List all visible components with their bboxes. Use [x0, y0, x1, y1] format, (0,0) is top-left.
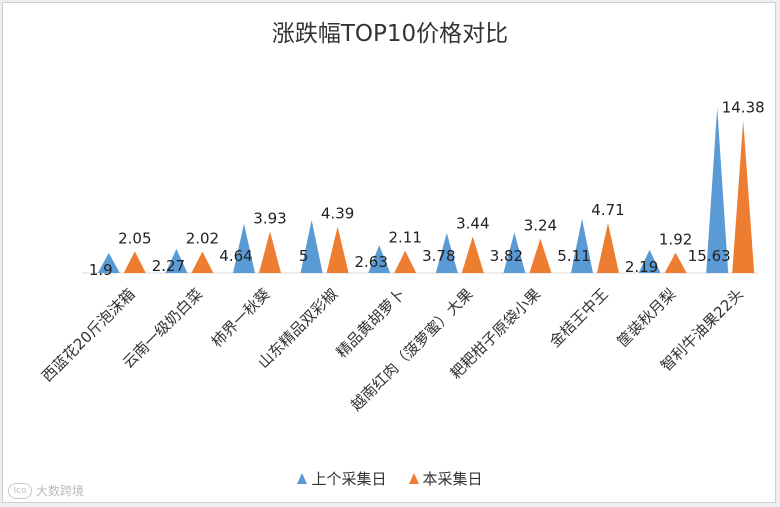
previous-price-mark: [571, 218, 593, 273]
previous-price-label: 2.19: [625, 258, 658, 276]
current-price-mark: [664, 252, 687, 273]
current-price-mark: [259, 231, 281, 273]
previous-price-label: 5.11: [557, 247, 590, 265]
current-price-label: 3.44: [456, 215, 489, 233]
current-price-label: 3.93: [253, 209, 286, 227]
current-price-mark: [326, 226, 349, 273]
category-tick-label: 越南红肉（菠萝蜜）大果: [347, 285, 476, 414]
previous-price-mark: [97, 252, 120, 273]
watermark-logo-icon: Ico: [8, 482, 32, 499]
previous-price-label: 3.82: [490, 247, 523, 265]
previous-price-label: 2.27: [152, 257, 185, 275]
category-tick-label: 西蓝花20斤泡沫箱: [38, 285, 138, 385]
current-price-label: 4.71: [591, 201, 624, 219]
previous-price-mark: [435, 232, 458, 273]
previous-price-label: 1.9: [89, 261, 113, 279]
current-price-mark: [597, 223, 619, 273]
previous-price-mark: [165, 248, 188, 273]
legend-label-current: 本采集日: [422, 470, 483, 488]
current-price-mark: [123, 251, 146, 273]
legend-item-previous[interactable]: 上个采集日: [297, 468, 387, 489]
current-price-label: 3.24: [524, 217, 557, 235]
category-tick-label: 金桔王中王: [546, 285, 612, 351]
previous-price-mark: [368, 245, 391, 273]
category-tick-label: 柿界一秋葵: [208, 285, 274, 351]
current-price-mark: [732, 120, 755, 273]
current-price-mark: [394, 250, 417, 273]
previous-price-label: 4.64: [219, 247, 252, 265]
previous-price-mark: [503, 232, 526, 273]
legend-orange-triangle-icon: [408, 473, 419, 484]
previous-price-mark: [233, 223, 255, 273]
current-price-label: 4.39: [321, 204, 354, 222]
previous-price-mark: [300, 219, 323, 273]
watermark-text: 大数跨境: [36, 484, 85, 498]
current-price-label: 2.11: [388, 229, 421, 247]
watermark: Ico 大数跨境: [8, 482, 84, 499]
previous-price-label: 5: [299, 247, 309, 265]
category-tick-label: 精品黄胡萝卜: [333, 285, 409, 361]
current-price-label: 2.02: [186, 230, 219, 248]
previous-price-label: 2.63: [354, 253, 387, 271]
previous-price-mark: [706, 107, 729, 274]
previous-price-label: 3.78: [422, 247, 455, 265]
category-tick-label: 筐装秋月梨: [614, 285, 680, 351]
legend-label-previous: 上个采集日: [311, 470, 387, 488]
current-price-label: 1.92: [659, 231, 692, 249]
previous-price-mark: [638, 249, 661, 273]
legend-item-current[interactable]: 本采集日: [408, 468, 483, 489]
legend-blue-triangle-icon: [297, 473, 308, 484]
current-price-mark: [191, 251, 214, 273]
current-price-mark: [461, 236, 484, 273]
current-price-label: 2.05: [118, 229, 151, 247]
current-price-mark: [529, 238, 552, 273]
current-price-label: 14.38: [722, 98, 765, 116]
previous-price-label: 15.63: [688, 247, 731, 265]
chart-title: 涨跌幅TOP10价格对比: [271, 21, 509, 47]
legend: 上个采集日 本采集日: [0, 468, 780, 489]
